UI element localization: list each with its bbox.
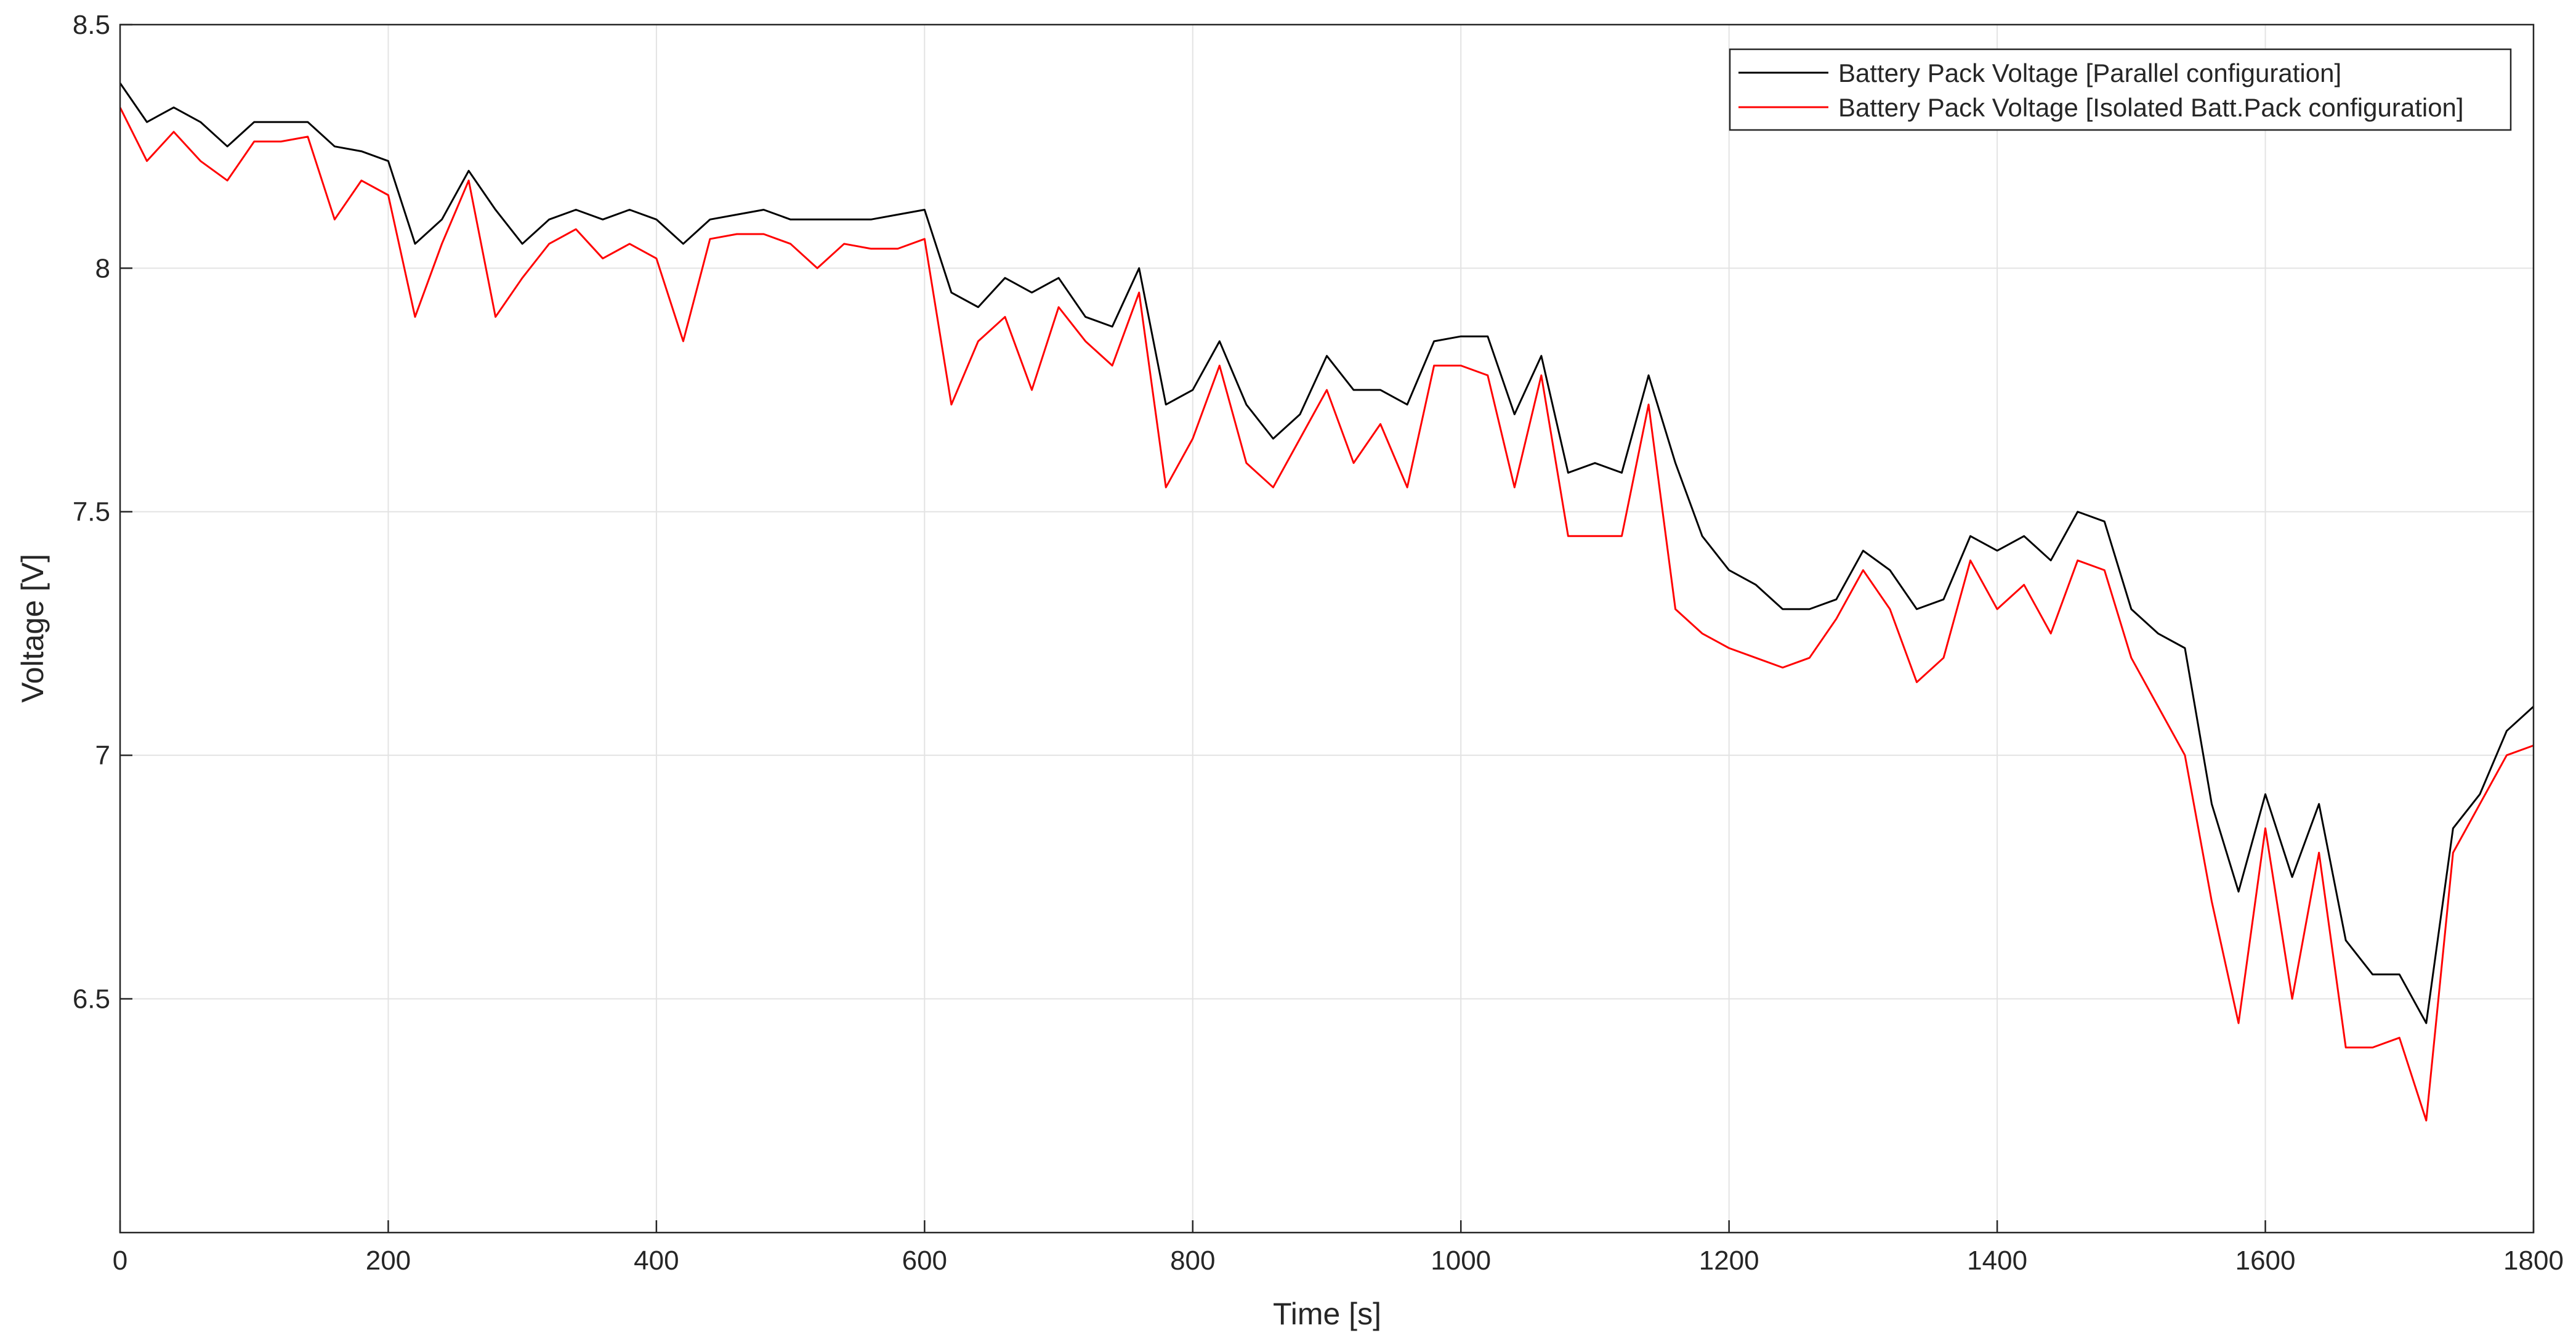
legend-box (1729, 48, 2512, 131)
y-tick-label: 8 (95, 253, 110, 283)
y-tick-label: 8.5 (73, 10, 110, 40)
x-tick-label: 0 (113, 1246, 127, 1276)
x-tick-label: 600 (902, 1246, 947, 1276)
x-tick-label: 200 (366, 1246, 411, 1276)
y-tick-label: 7.5 (73, 497, 110, 527)
lines (119, 83, 2535, 1122)
x-tick-label: 1800 (2503, 1246, 2564, 1276)
y-axis-label: Voltage [V] (15, 554, 50, 703)
legend-label: Battery Pack Voltage [Isolated Batt.Pack… (1838, 93, 2464, 122)
y-tick-label: 6.5 (73, 984, 110, 1014)
x-tick-label: 400 (634, 1246, 679, 1276)
y-tick-label: 7 (95, 740, 110, 771)
x-tick-label: 1200 (1699, 1246, 1759, 1276)
legend-label: Battery Pack Voltage [Parallel configura… (1838, 59, 2341, 87)
grid (119, 24, 2534, 1233)
x-tick-label: 1000 (1431, 1246, 1491, 1276)
series-line (119, 83, 2535, 1024)
plot-frame (119, 23, 2535, 1234)
x-tick-label: 800 (1170, 1246, 1215, 1276)
x-tick-label: 1600 (2235, 1246, 2296, 1276)
series-line (119, 107, 2534, 1122)
x-axis-label: Time [s] (1273, 1297, 1381, 1331)
x-tick-label: 1400 (1967, 1246, 2027, 1276)
